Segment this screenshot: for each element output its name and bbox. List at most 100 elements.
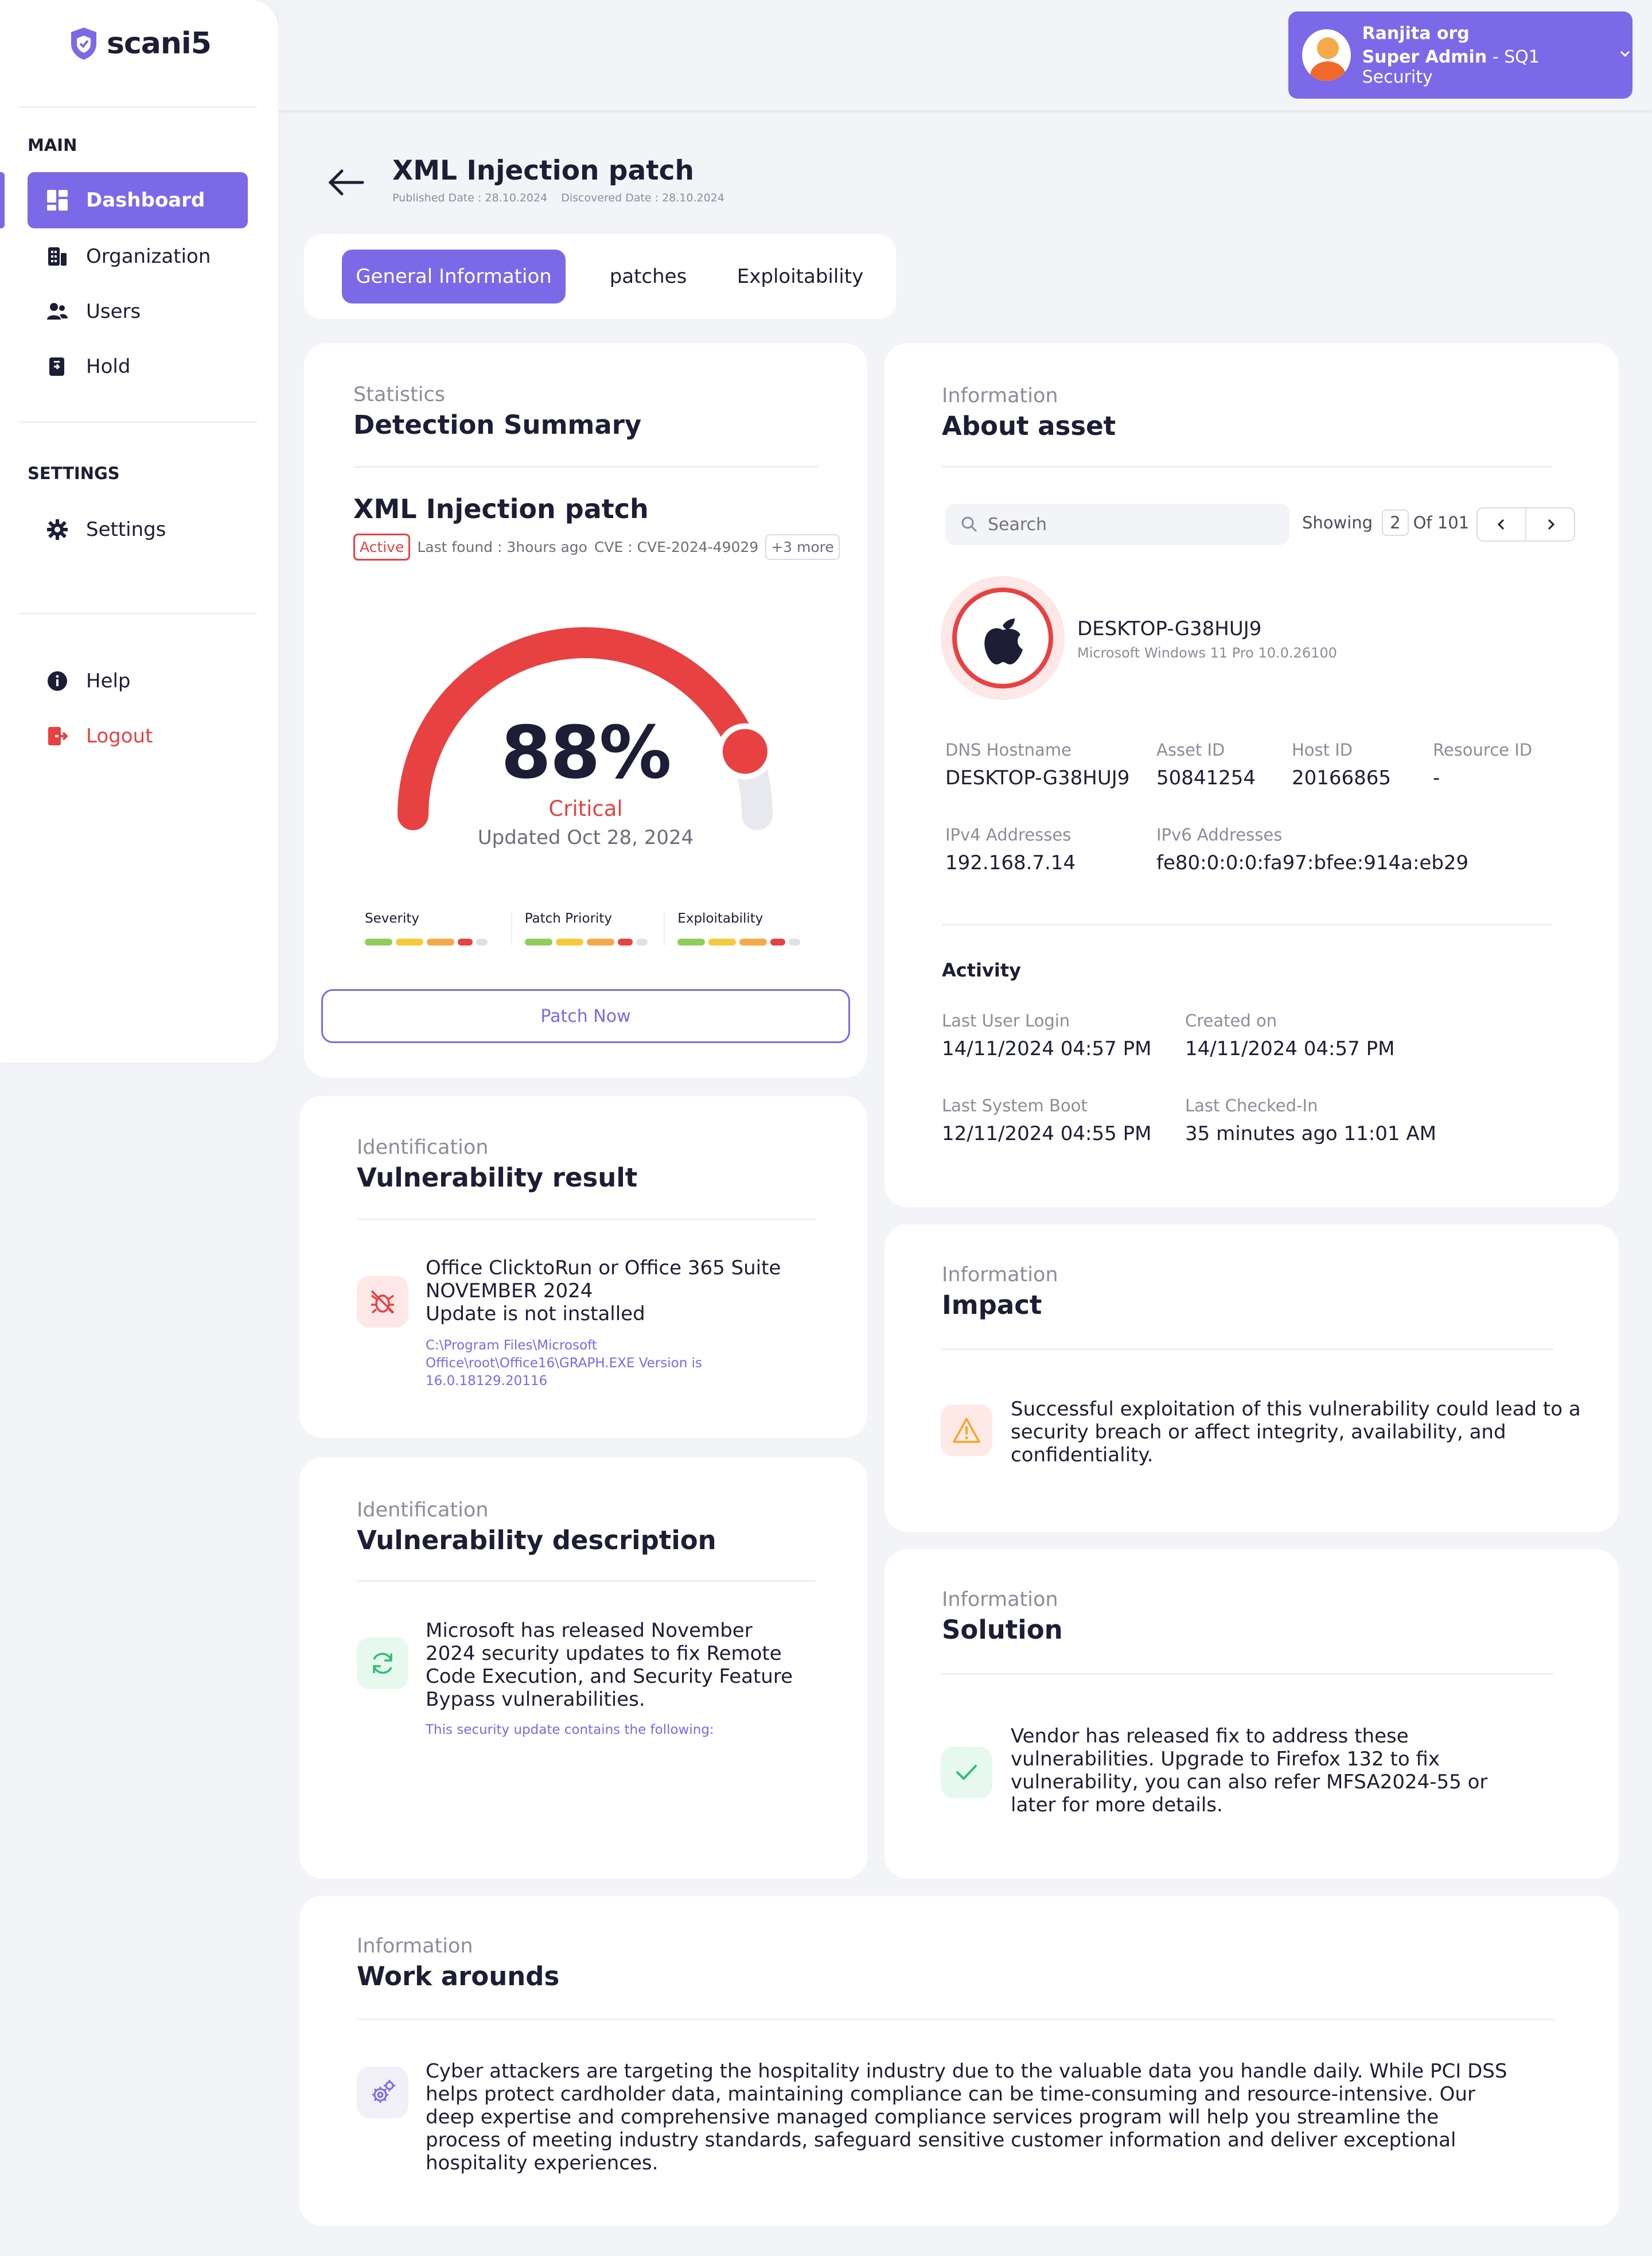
vuln-result-path: C:\Program Files\Microsoft Office\root\O…: [426, 1338, 702, 1388]
level-bar: [365, 939, 500, 946]
field-resource-id: Resource ID -: [1433, 740, 1532, 789]
field-label: Created on: [1185, 1011, 1277, 1030]
solution-card: Information Solution Vendor has released…: [885, 1549, 1619, 1878]
tab-bar: General Information patches Exploitabili…: [304, 234, 896, 319]
settings-cog-icon: [357, 2067, 408, 2118]
vulnerability-result-card: Identification Vulnerability result Offi…: [299, 1096, 867, 1438]
chevron-left-icon: [1497, 519, 1504, 530]
back-button[interactable]: [327, 166, 365, 201]
card-eyebrow: Information: [942, 1263, 1058, 1286]
card-title: Work arounds: [357, 1961, 560, 1991]
bug-icon: [357, 1276, 408, 1328]
field-value: 50841254: [1156, 767, 1256, 789]
field-host-id: Host ID 20166865: [1292, 740, 1391, 789]
divider: [18, 106, 257, 108]
logo[interactable]: scani5: [69, 26, 212, 61]
level-bar: [524, 939, 664, 946]
page-total: Of 101: [1413, 513, 1470, 532]
field-ipv4: IPv4 Addresses 192.168.7.14: [945, 825, 1076, 874]
field-label: Last User Login: [942, 1011, 1070, 1030]
activity-last-user-login: Last User Login 14/11/2024 04:57 PM: [942, 1011, 1151, 1060]
detection-summary-card: Statistics Detection Summary XML Injecti…: [304, 343, 867, 1078]
apple-icon: [952, 588, 1053, 689]
sidebar-item-label: Settings: [86, 518, 166, 541]
card-title: Solution: [942, 1615, 1063, 1645]
tab-patches[interactable]: patches: [609, 265, 687, 288]
sidebar-item-label: Users: [86, 300, 141, 323]
pagination-info: Showing 2 Of 101: [1302, 509, 1469, 536]
role-separator: -: [1487, 46, 1505, 67]
field-label: Last Checked-In: [1185, 1096, 1318, 1115]
sidebar-item-dashboard[interactable]: Dashboard: [28, 172, 248, 228]
refresh-icon: [357, 1637, 408, 1689]
sidebar-item-help[interactable]: Help: [28, 653, 248, 709]
field-value: 20166865: [1292, 767, 1392, 789]
score-percent: 88%: [501, 710, 672, 795]
search-icon: [961, 516, 977, 532]
sidebar-item-label: Hold: [86, 355, 131, 378]
patch-name: XML Injection patch: [353, 493, 649, 524]
tab-exploitability[interactable]: Exploitability: [737, 265, 864, 288]
sidebar-item-users[interactable]: Users: [28, 283, 248, 340]
card-title: Vulnerability result: [357, 1162, 638, 1193]
more-cves-badge[interactable]: +3 more: [765, 534, 840, 560]
divider: [942, 1673, 1553, 1675]
page-title: XML Injection patch: [392, 155, 694, 186]
severity-label: Critical: [548, 796, 623, 821]
divider: [357, 1219, 816, 1220]
card-eyebrow: Information: [942, 384, 1058, 407]
building-icon: [45, 244, 70, 269]
divider: [942, 924, 1552, 925]
workarounds-text: Cyber attackers are targeting the hospit…: [426, 2060, 1507, 2175]
chevron-down-icon[interactable]: [1618, 46, 1632, 64]
user-menu[interactable]: Ranjita org Super Admin - SQ1 Security: [1288, 11, 1632, 99]
metric-severity: Severity: [365, 911, 512, 946]
field-value: 192.168.7.14: [945, 851, 1076, 874]
impact-text: Successful exploitation of this vulnerab…: [1011, 1398, 1581, 1467]
field-asset-id: Asset ID 50841254: [1156, 740, 1256, 789]
avatar: [1302, 29, 1351, 81]
sidebar-item-organization[interactable]: Organization: [28, 228, 248, 285]
info-icon: [45, 668, 70, 694]
tab-general-information[interactable]: General Information: [342, 250, 566, 304]
divider: [357, 2018, 1553, 2020]
sidebar-item-label: Help: [86, 670, 131, 693]
metric-label: Patch Priority: [524, 911, 613, 926]
activity-last-checked-in: Last Checked-In 35 minutes ago 11:01 AM: [1185, 1096, 1436, 1145]
divider: [942, 466, 1552, 468]
card-eyebrow: Identification: [357, 1499, 489, 1522]
last-found: Last found : 3hours ago: [417, 539, 587, 555]
asset-os: Microsoft Windows 11 Pro 10.0.26100: [1077, 645, 1337, 661]
field-label: Resource ID: [1433, 740, 1533, 760]
field-label: IPv4 Addresses: [945, 825, 1072, 845]
vuln-result-text: Office ClicktoRun or Office 365 Suite NO…: [426, 1257, 804, 1325]
warning-icon: [941, 1405, 992, 1456]
patch-now-button[interactable]: Patch Now: [321, 989, 850, 1043]
solution-text: Vendor has released fix to address these…: [1011, 1725, 1488, 1817]
asset-search[interactable]: [945, 504, 1289, 545]
card-title: About asset: [942, 411, 1116, 441]
divider: [942, 1348, 1553, 1350]
card-eyebrow: Information: [357, 1935, 473, 1958]
next-page-button[interactable]: [1526, 508, 1574, 540]
sidebar-item-settings[interactable]: Settings: [28, 501, 248, 558]
search-input[interactable]: [988, 514, 1263, 535]
metric-patch-priority: Patch Priority: [512, 911, 665, 946]
page-number-field[interactable]: 2: [1382, 509, 1409, 536]
divider: [353, 466, 818, 468]
user-role-line: Super Admin - SQ1 Security: [1362, 47, 1600, 87]
sidebar-item-logout[interactable]: Logout: [28, 708, 248, 764]
page-dates: Published Date : 28.10.2024 Discovered D…: [392, 192, 724, 204]
metric-label: Severity: [365, 911, 419, 926]
patch-meta: Active Last found : 3hours ago CVE : CVE…: [353, 534, 840, 561]
prev-page-button[interactable]: [1478, 508, 1526, 540]
field-ipv6: IPv6 Addresses fe80:0:0:0:fa97:bfee:914a:…: [1156, 825, 1468, 874]
vuln-description-text: Microsoft has released November 2024 sec…: [426, 1619, 793, 1711]
vuln-description-sub: This security update contains the follow…: [426, 1722, 714, 1737]
card-title: Impact: [942, 1290, 1042, 1320]
sidebar-item-label: Dashboard: [86, 189, 205, 212]
sidebar-item-hold[interactable]: Hold: [28, 339, 248, 395]
discovered-date: Discovered Date : 28.10.2024: [561, 192, 724, 204]
field-label: Asset ID: [1156, 740, 1225, 760]
published-date: Published Date : 28.10.2024: [392, 192, 548, 204]
